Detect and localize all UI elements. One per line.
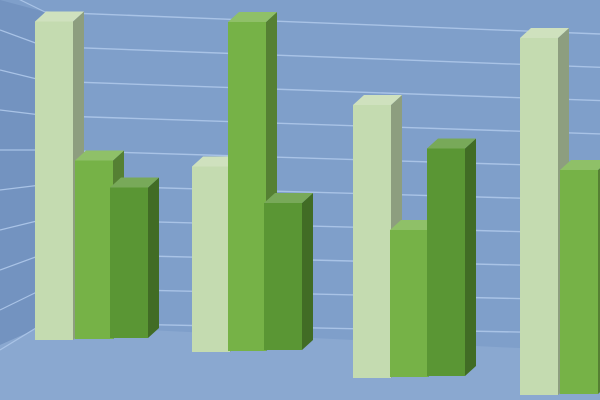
bar-side bbox=[465, 138, 476, 376]
bar-top bbox=[353, 95, 402, 105]
bar bbox=[390, 230, 428, 377]
bar-top bbox=[110, 177, 159, 188]
gridline bbox=[44, 11, 600, 35]
bar-top bbox=[560, 160, 600, 170]
floor bbox=[0, 325, 600, 400]
bar bbox=[35, 21, 73, 340]
gridline bbox=[44, 45, 600, 68]
bar bbox=[110, 187, 148, 338]
bar bbox=[560, 170, 598, 394]
bar bbox=[75, 160, 113, 339]
bar-top bbox=[520, 28, 569, 38]
bar-top bbox=[35, 11, 84, 22]
bar bbox=[353, 105, 391, 378]
side-wall bbox=[0, 0, 45, 345]
bar bbox=[520, 38, 558, 395]
bar-side bbox=[148, 177, 159, 338]
gridline bbox=[44, 149, 600, 168]
bar bbox=[228, 22, 266, 351]
bar-top bbox=[75, 150, 124, 161]
gridline bbox=[44, 80, 600, 102]
bar-top bbox=[427, 138, 476, 149]
bar bbox=[192, 166, 230, 352]
bar-top bbox=[228, 12, 277, 22]
side-gridline bbox=[19, 0, 46, 13]
bar bbox=[264, 203, 302, 350]
bar-top bbox=[264, 193, 313, 203]
bar-top bbox=[390, 220, 439, 230]
bar bbox=[427, 148, 465, 376]
gridline bbox=[44, 114, 600, 135]
bar-side bbox=[302, 193, 313, 350]
